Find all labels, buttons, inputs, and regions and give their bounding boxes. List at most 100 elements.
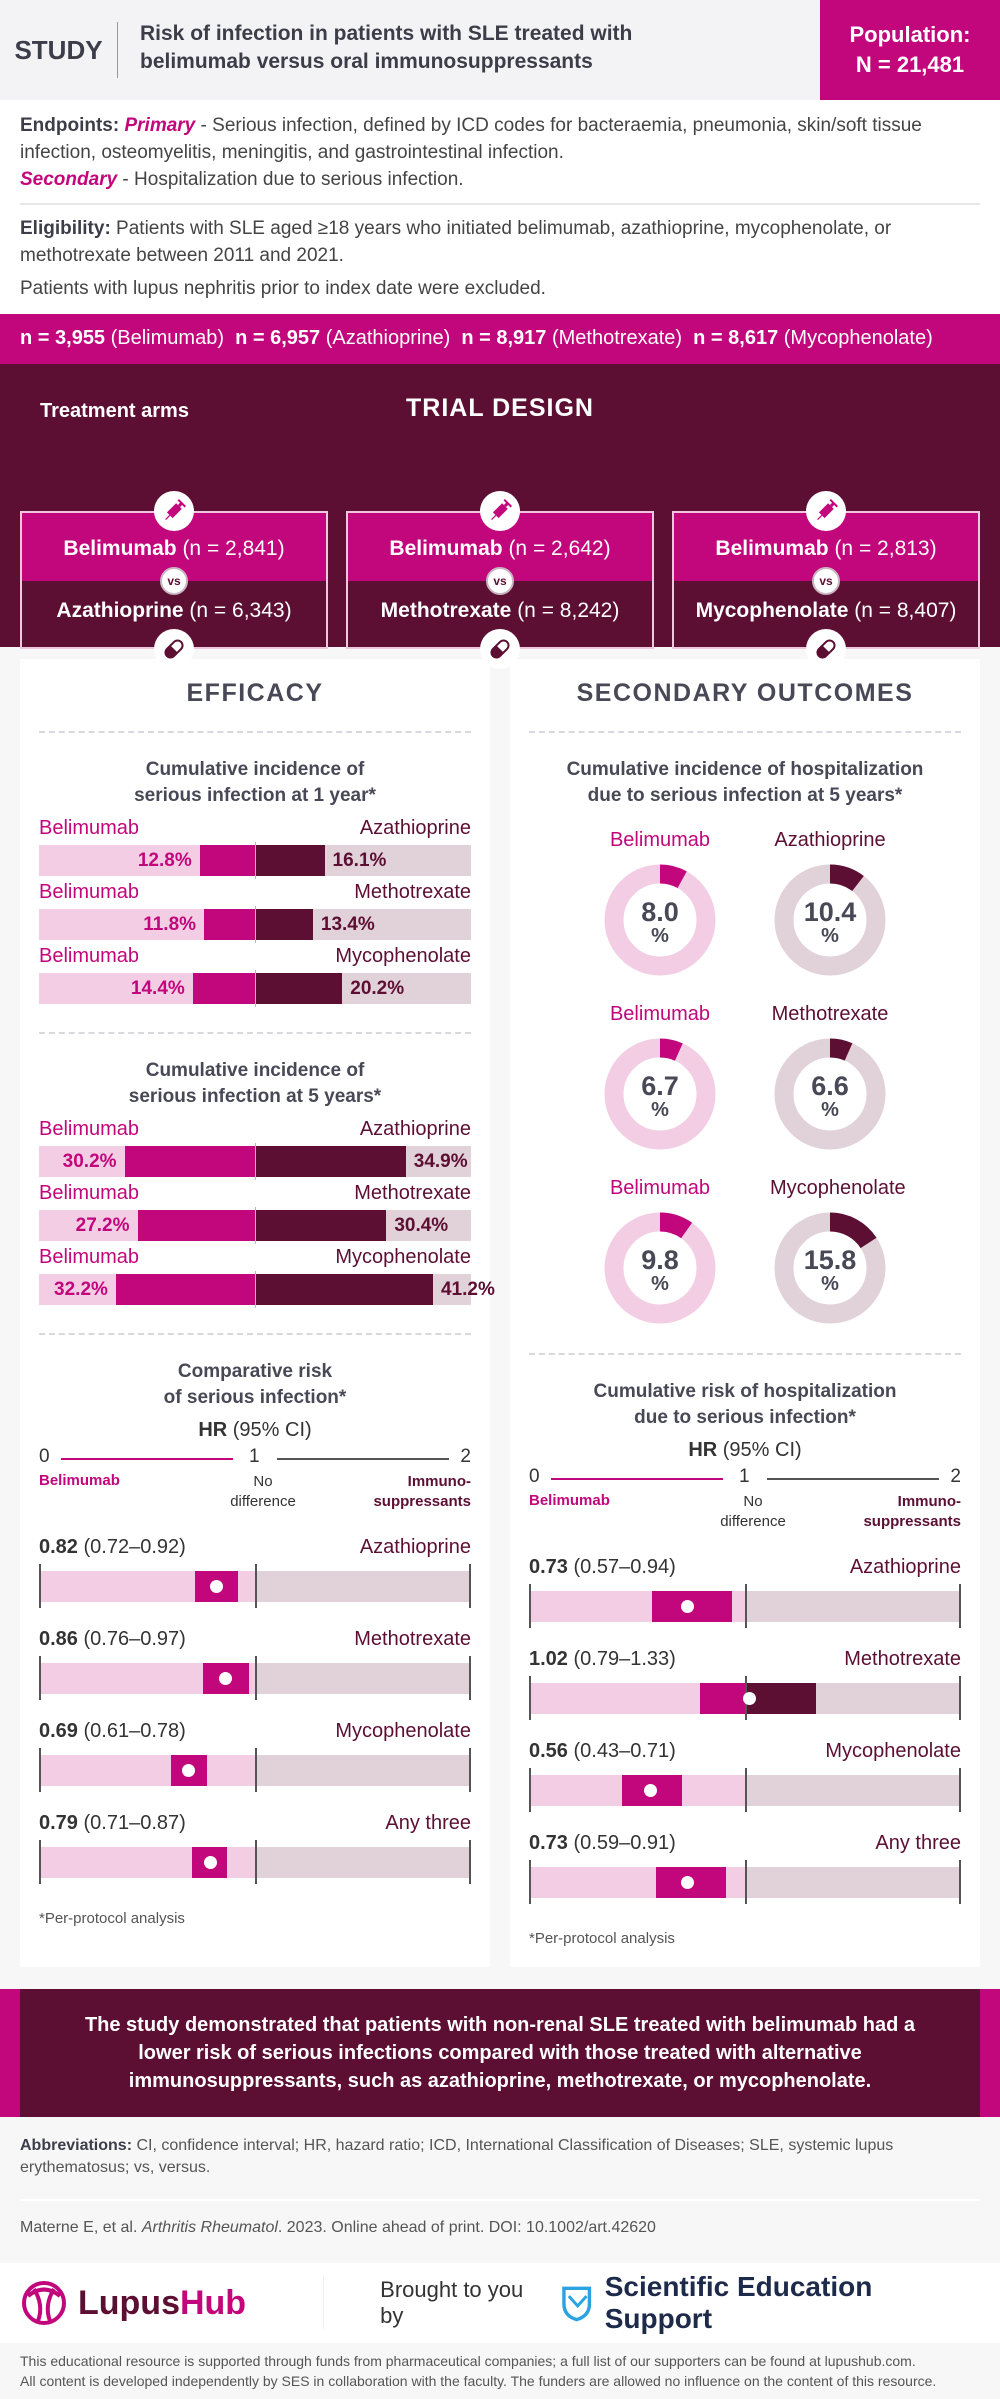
forest-row: 0.82 (0.72–0.92) Azathioprine [39,1536,471,1608]
donut-unit: % [651,925,669,947]
comparator-label: Mycophenolate [825,1740,961,1762]
center-line [255,906,256,943]
forest-row: 0.86 (0.76–0.97) Methotrexate [39,1628,471,1700]
ci-bar-above-1 [745,1683,817,1714]
donut-slice [604,864,716,976]
center-line [255,1271,256,1308]
donut-chart: 6.7% [604,1038,716,1150]
arm-n: (n = 2,642) [502,537,611,560]
bar-labels: Belimumab Mycophenolate [39,1246,471,1274]
right-series-label: Azathioprine [359,817,471,839]
comparator-bar [255,1210,387,1241]
hr-point [743,1692,757,1705]
axis-tick-0: 0 [39,1446,50,1467]
treatment-arm-card: Belimumab (n = 2,813) vs Mycophenolate (n … [672,491,980,669]
left-track: 14.4% [39,973,255,1004]
hosp-hr-title: Cumulative risk of hospitalization due to… [593,1381,897,1428]
forest-bar [529,1584,961,1628]
divider [529,1353,961,1355]
forest-labels: 0.73 (0.57–0.94) Azathioprine [529,1556,961,1584]
arm-drug-name: Belimumab [715,537,829,560]
ses-logo[interactable]: Scientific Education Support [561,2271,980,2335]
comparator-bar [255,845,325,876]
lupushub-logo[interactable]: Lupus Hub [20,2277,325,2329]
right-track: 41.2% [255,1274,495,1305]
axis-tick-line [469,1748,471,1792]
treatment-arm-card: Belimumab (n = 2,841) vs Azathioprine (n =… [20,491,328,669]
favors-immuno-track [745,1591,961,1622]
hr-value: 0.56 (0.43–0.71) [529,1740,676,1768]
arm-n: (n = 6,343) [183,599,292,622]
forest-bar [529,1676,961,1720]
comparator-label: Mycophenolate [335,1720,471,1742]
forest-row: 0.69 (0.61–0.78) Mycophenolate [39,1720,471,1792]
hr-point [680,1600,694,1613]
arm-drug-name: Belimumab [63,537,177,560]
bar-labels: Belimumab Azathioprine [39,817,471,845]
belimumab-donut: Belimumab 6.7% [600,1003,720,1151]
hr-point [203,1856,217,1869]
axis-tick-line [529,1768,531,1812]
forest-row: 0.79 (0.71–0.87) Any three [39,1812,471,1884]
brought-by-label: Brought to you by [380,2277,524,2328]
bar-row: Belimumab Azathioprine 30.2% 34.9% [39,1118,471,1180]
hr-point [643,1784,657,1797]
forest-labels: 1.02 (0.79–1.33) Methotrexate [529,1648,961,1676]
axis-tick-line [745,1584,747,1628]
comparator-label: Any three [875,1832,961,1854]
axis-line-right [277,1458,449,1460]
hr-ci: (0.61–0.78) [77,1720,186,1742]
axis-line-left [551,1478,723,1480]
belimumab-value: 27.2% [75,1215,130,1236]
comparator-bar [255,909,313,940]
endpoints: Endpoints: Primary - Serious infection, … [20,115,922,190]
syringe-icon [806,491,846,531]
bar-labels: Belimumab Azathioprine [39,1118,471,1146]
bar-row: Belimumab Mycophenolate 14.4% 20.2% [39,945,471,1007]
forest-labels: 0.86 (0.76–0.97) Methotrexate [39,1628,471,1656]
right-track: 30.4% [255,1210,471,1241]
left-series-label: Belimumab [39,1182,140,1204]
axis-line-left [61,1458,233,1460]
right-track: 20.2% [255,973,471,1004]
favors-immuno-track [255,1571,471,1602]
shield-icon [562,2286,592,2322]
bar-row: Belimumab Methotrexate 11.8% 13.4% [39,881,471,943]
population-badge: Population: N = 21,481 [820,0,1000,100]
left-track: 27.2% [39,1210,255,1241]
reference: Materne E, et al. Arthritis Rheumatol. 2… [20,2219,656,2236]
axis-tick-line [745,1768,747,1812]
diverging-bar: 32.2% 41.2% [39,1271,495,1308]
divider [39,731,471,733]
comparator-value: 41.2% [440,1279,495,1300]
axis-tick-1: 1 [739,1466,750,1487]
forest-labels: 0.69 (0.61–0.78) Mycophenolate [39,1720,471,1748]
donut-chart: 8.0% [604,864,716,976]
belimumab-value: 30.2% [62,1151,117,1172]
axis-tick-line [745,1860,747,1904]
belimumab-value: 11.8% [143,914,197,935]
diverging-bar: 30.2% 34.9% [39,1143,471,1180]
donut-label: Belimumab [609,829,711,851]
axis-tick-line [529,1860,531,1904]
donut-chart: 6.6% [774,1038,886,1150]
forest-bar [39,1656,471,1700]
donut-slice [774,864,886,976]
comparator-arm: Methotrexate (n = 8,242) [348,581,652,647]
forest-bar [39,1840,471,1884]
axis-tick-line [39,1840,41,1884]
belimumab-bar [199,845,255,876]
donut-chart: 15.8% [774,1212,886,1324]
axis-tick-line [39,1748,41,1792]
right-series-label: Mycophenolate [335,945,471,967]
donut-chart: 9.8% [604,1212,716,1324]
forest-bar [39,1564,471,1608]
left-track: 32.2% [39,1274,255,1305]
arm-drug-name: Azathioprine [56,599,184,622]
arm-n: (n = 2,813) [828,537,937,560]
hr-ci: (0.72–0.92) [77,1536,186,1558]
ci-bar-below-1 [699,1683,745,1714]
arm-drug-name: Mycophenolate [695,599,849,622]
hr-estimate: 0.82 [39,1536,78,1558]
favors-immuno-track [255,1755,471,1786]
